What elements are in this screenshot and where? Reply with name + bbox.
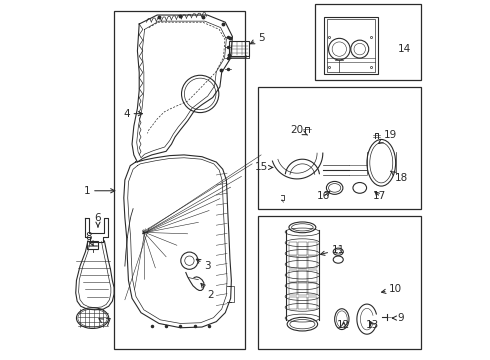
Text: 11: 11 xyxy=(320,245,345,255)
Bar xyxy=(289,297,297,309)
Bar xyxy=(298,256,307,268)
Bar xyxy=(114,12,245,348)
Text: 19: 19 xyxy=(379,130,397,144)
Bar xyxy=(258,216,421,348)
Bar xyxy=(87,241,98,249)
Bar xyxy=(289,270,297,282)
Bar xyxy=(315,4,421,80)
Bar xyxy=(308,256,317,268)
Bar xyxy=(258,87,421,209)
Bar xyxy=(308,270,317,282)
Bar xyxy=(298,283,307,296)
Text: 4: 4 xyxy=(123,109,143,119)
Text: 20: 20 xyxy=(291,125,308,135)
Text: 7: 7 xyxy=(99,319,110,328)
Text: 14: 14 xyxy=(398,44,411,54)
Bar xyxy=(308,283,317,296)
Bar xyxy=(308,297,317,309)
Text: 16: 16 xyxy=(317,191,331,201)
Text: 10: 10 xyxy=(382,284,402,294)
Text: 17: 17 xyxy=(373,191,386,201)
Bar xyxy=(298,270,307,282)
Bar xyxy=(289,256,297,268)
Text: 9: 9 xyxy=(392,313,404,323)
Text: 13: 13 xyxy=(366,320,379,330)
Bar xyxy=(298,297,307,309)
Bar xyxy=(308,242,317,255)
Text: 15: 15 xyxy=(254,162,272,172)
Text: 1: 1 xyxy=(84,186,115,196)
Text: 3: 3 xyxy=(196,259,211,271)
Text: 6: 6 xyxy=(95,213,101,227)
Text: 8: 8 xyxy=(86,232,93,246)
Bar xyxy=(298,242,307,255)
Bar xyxy=(229,41,248,56)
Text: 18: 18 xyxy=(391,171,408,183)
Text: 12: 12 xyxy=(337,320,350,330)
Text: 2: 2 xyxy=(201,283,214,300)
Bar xyxy=(324,17,378,74)
Bar xyxy=(289,242,297,255)
Bar xyxy=(289,283,297,296)
Bar xyxy=(327,19,375,72)
Text: 5: 5 xyxy=(250,33,265,44)
